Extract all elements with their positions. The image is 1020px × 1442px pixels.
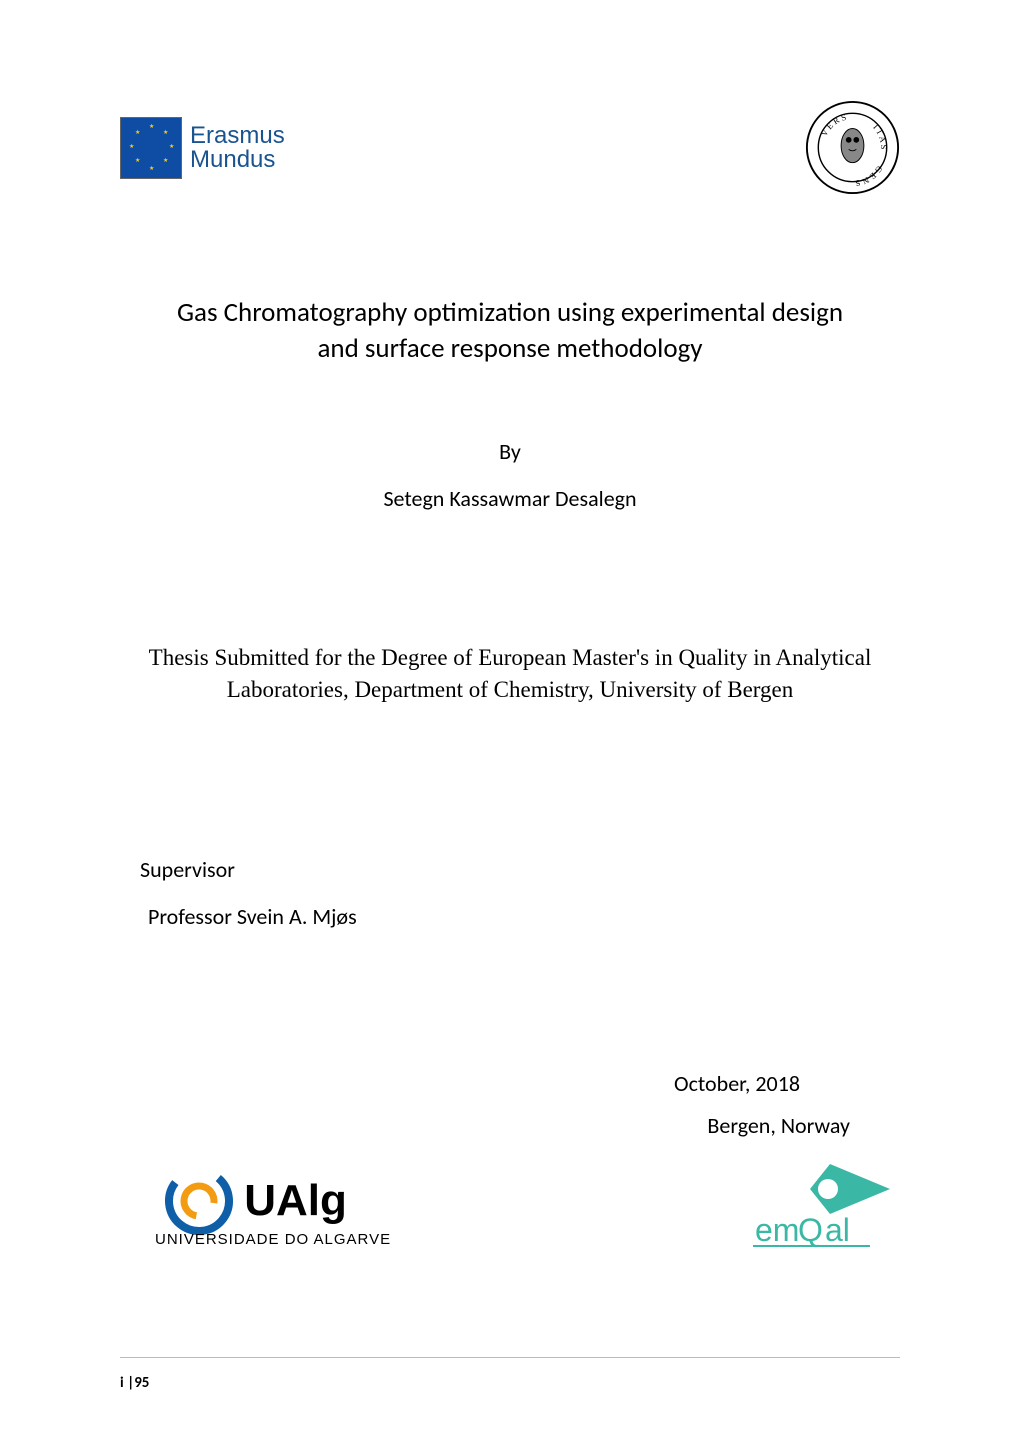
author-name: Setegn Kassawmar Desalegn — [383, 485, 636, 512]
svg-text:al: al — [825, 1212, 850, 1248]
ualg-symbol-icon — [164, 1166, 234, 1236]
svg-text:V E R S: V E R S — [819, 112, 848, 138]
svg-text:em: em — [755, 1212, 799, 1248]
location-text: Bergen, Norway — [120, 1112, 870, 1139]
date-location-block: October, 2018 Bergen, Norway — [120, 1070, 900, 1139]
erasmus-mundus-logo: ★ ★ ★ ★ ★ ★ ★ ★ Erasmus Mundus — [120, 117, 285, 179]
page-number: i |95 — [120, 1374, 149, 1392]
thesis-title: Gas Chromatography optimization using ex… — [120, 295, 900, 368]
supervisor-block: Supervisor Professor Svein A. Mjøs — [120, 856, 900, 930]
svg-text:G E N S: G E N S — [854, 164, 884, 188]
title-line-2: and surface response methodology — [120, 331, 900, 367]
emqal-logo-icon: em Q al — [725, 1159, 900, 1254]
header-logo-row: ★ ★ ★ ★ ★ ★ ★ ★ Erasmus Mundus V E R S I… — [120, 100, 900, 195]
svg-text:Q: Q — [798, 1212, 823, 1248]
erasmus-line2: Mundus — [190, 148, 285, 172]
ualg-name: UAlg — [244, 1176, 347, 1226]
title-line-1: Gas Chromatography optimization using ex… — [120, 295, 900, 331]
eu-flag-icon: ★ ★ ★ ★ ★ ★ ★ ★ — [120, 117, 182, 179]
footer-logo-row: UAlg UNIVERSIDADE DO ALGARVE em Q al — [120, 1159, 900, 1254]
ualg-subtitle: UNIVERSIDADE DO ALGARVE — [120, 1231, 391, 1248]
university-bergen-seal-icon: V E R S I T A S G E N S — [805, 100, 900, 195]
thesis-statement: Thesis Submitted for the Degree of Europ… — [149, 645, 872, 702]
ualg-logo: UAlg UNIVERSIDADE DO ALGARVE — [120, 1166, 391, 1248]
svg-text:I T A S: I T A S — [871, 122, 889, 150]
page-footer: i |95 — [120, 1357, 900, 1392]
by-label-block: By — [120, 438, 900, 465]
supervisor-label: Supervisor — [140, 856, 900, 883]
erasmus-line1: Erasmus — [190, 124, 285, 148]
by-label: By — [499, 438, 521, 465]
author-block: Setegn Kassawmar Desalegn — [120, 485, 900, 512]
erasmus-text: Erasmus Mundus — [190, 124, 285, 172]
date-text: October, 2018 — [120, 1070, 870, 1097]
thesis-statement-block: Thesis Submitted for the Degree of Europ… — [120, 642, 900, 706]
supervisor-name: Professor Svein A. Mjøs — [140, 903, 900, 930]
